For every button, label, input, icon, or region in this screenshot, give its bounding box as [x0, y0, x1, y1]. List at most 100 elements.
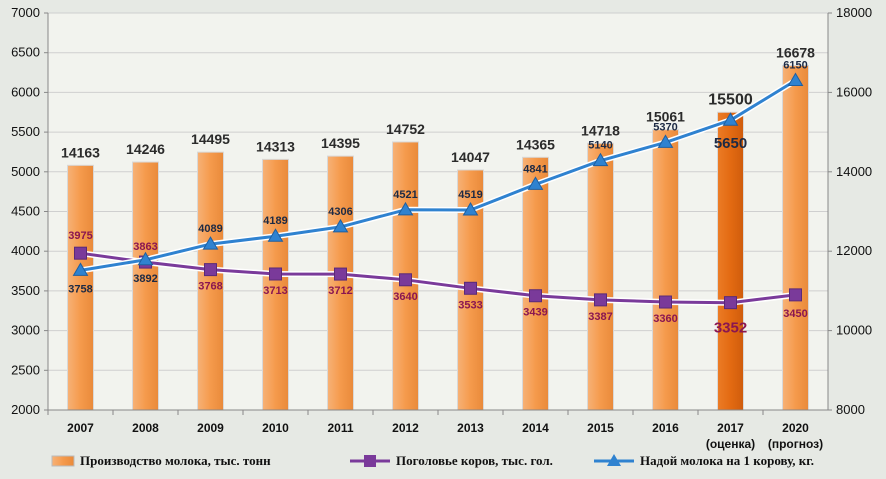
y-left-tick-label: 6000	[11, 84, 40, 99]
legend-marker-cows	[364, 455, 376, 467]
y-right-tick-label: 8000	[836, 402, 865, 417]
y-left-tick-label: 4500	[11, 204, 40, 219]
y-right-tick-label: 14000	[836, 164, 872, 179]
cows-point	[399, 273, 412, 287]
yield-value-label: 4089	[198, 223, 222, 235]
cows-value-label: 3863	[133, 241, 157, 253]
yield-point	[657, 134, 674, 148]
x-tick-label: 2020	[782, 421, 809, 435]
bar-value-label: 14246	[126, 141, 165, 157]
yield-value-label: 4306	[328, 206, 352, 218]
y-left-tick-label: 3000	[11, 323, 40, 338]
y-right-tick-label: 12000	[836, 243, 872, 258]
bar	[327, 155, 354, 411]
cows-point	[724, 296, 737, 310]
bar-value-label: 14365	[516, 136, 555, 152]
cows-point	[529, 289, 542, 303]
legend-marker-yield	[607, 454, 621, 466]
cows-point	[334, 267, 347, 281]
cows-value-label: 3640	[393, 291, 417, 303]
bar-value-label: 14495	[191, 131, 230, 147]
bar-value-label: 15500	[708, 91, 753, 108]
y-right-tick-label: 16000	[836, 84, 872, 99]
yield-value-label: 4519	[458, 189, 482, 201]
bar-value-label: 14163	[61, 144, 100, 160]
cows-value-label: 3712	[328, 285, 352, 297]
cows-value-label: 3360	[653, 313, 677, 325]
x-tick-label: 2016	[652, 421, 679, 435]
bar	[262, 158, 289, 411]
y-right-tick-label: 18000	[836, 5, 872, 20]
x-tick-label: 2007	[67, 421, 94, 435]
x-tick-label: 2017	[717, 421, 744, 435]
y-left-tick-label: 4000	[11, 243, 40, 258]
cows-value-label: 3713	[263, 285, 287, 297]
cows-value-label: 3975	[68, 230, 92, 242]
bar	[652, 129, 679, 411]
x-tick-label: 2012	[392, 421, 419, 435]
x-tick-label: 2008	[132, 421, 159, 435]
bar	[67, 164, 94, 411]
yield-point	[462, 201, 479, 216]
legend-label-yield: Надой молока на 1 корову, кг.	[640, 453, 814, 468]
cows-value-label: 3387	[588, 311, 612, 323]
bar	[587, 142, 614, 411]
bar	[132, 161, 159, 411]
yield-value-label: 4189	[263, 215, 287, 227]
cows-value-label: 3352	[714, 320, 747, 337]
cows-value-label: 3450	[783, 308, 807, 320]
bar-value-label: 14395	[321, 135, 360, 151]
cows-value-label: 3439	[523, 307, 547, 319]
yield-value-label: 5370	[653, 121, 677, 133]
cows-point	[594, 293, 607, 307]
cows-point	[269, 267, 282, 281]
yield-value-label: 4521	[393, 189, 417, 201]
cows-point	[204, 263, 217, 277]
bar-value-label: 16678	[776, 44, 815, 60]
yield-point	[787, 72, 804, 86]
yield-point	[592, 152, 609, 167]
bar-value-label: 14313	[256, 138, 295, 154]
yield-point	[202, 236, 219, 250]
legend-label-production: Производство молока, тыс. тонн	[80, 453, 271, 468]
yield-point	[722, 112, 739, 126]
bar	[782, 64, 809, 411]
x-tick-label: 2013	[457, 421, 484, 435]
yield-value-label: 4841	[523, 163, 547, 175]
x-tick-note: (оценка)	[706, 437, 755, 451]
y-left-tick-label: 2000	[11, 402, 40, 417]
cows-point	[464, 281, 477, 295]
bar-value-label: 15061	[646, 109, 685, 125]
yield-value-label: 5650	[714, 135, 747, 152]
yield-value-label: 5140	[588, 140, 612, 152]
x-tick-label: 2009	[197, 421, 224, 435]
yield-value-label: 6150	[783, 59, 807, 71]
x-tick-label: 2014	[522, 421, 549, 435]
y-left-tick-label: 5000	[11, 164, 40, 179]
bar-value-label: 14718	[581, 122, 620, 138]
bar-value-label: 14047	[451, 149, 490, 165]
cows-point	[789, 288, 802, 302]
y-left-tick-label: 3500	[11, 283, 40, 298]
cows-value-label: 3768	[198, 281, 222, 293]
yield-value-label: 3758	[68, 283, 92, 295]
yield-point	[137, 251, 154, 266]
bar-value-label: 14752	[386, 121, 425, 137]
y-right-tick-label: 10000	[836, 323, 872, 338]
yield-value-label: 3892	[133, 273, 157, 285]
y-left-tick-label: 6500	[11, 45, 40, 60]
y-left-tick-label: 5500	[11, 124, 40, 139]
yield-point	[527, 176, 544, 190]
bar	[197, 151, 224, 411]
yield-point	[267, 228, 284, 242]
x-tick-label: 2015	[587, 421, 614, 435]
yield-line	[80, 79, 797, 272]
y-left-tick-label: 2500	[11, 362, 40, 377]
cows-value-label: 3533	[458, 299, 482, 311]
yield-point	[397, 201, 414, 216]
x-tick-label: 2011	[327, 421, 353, 435]
y-left-tick-label: 7000	[11, 5, 40, 20]
yield-point	[332, 218, 349, 233]
